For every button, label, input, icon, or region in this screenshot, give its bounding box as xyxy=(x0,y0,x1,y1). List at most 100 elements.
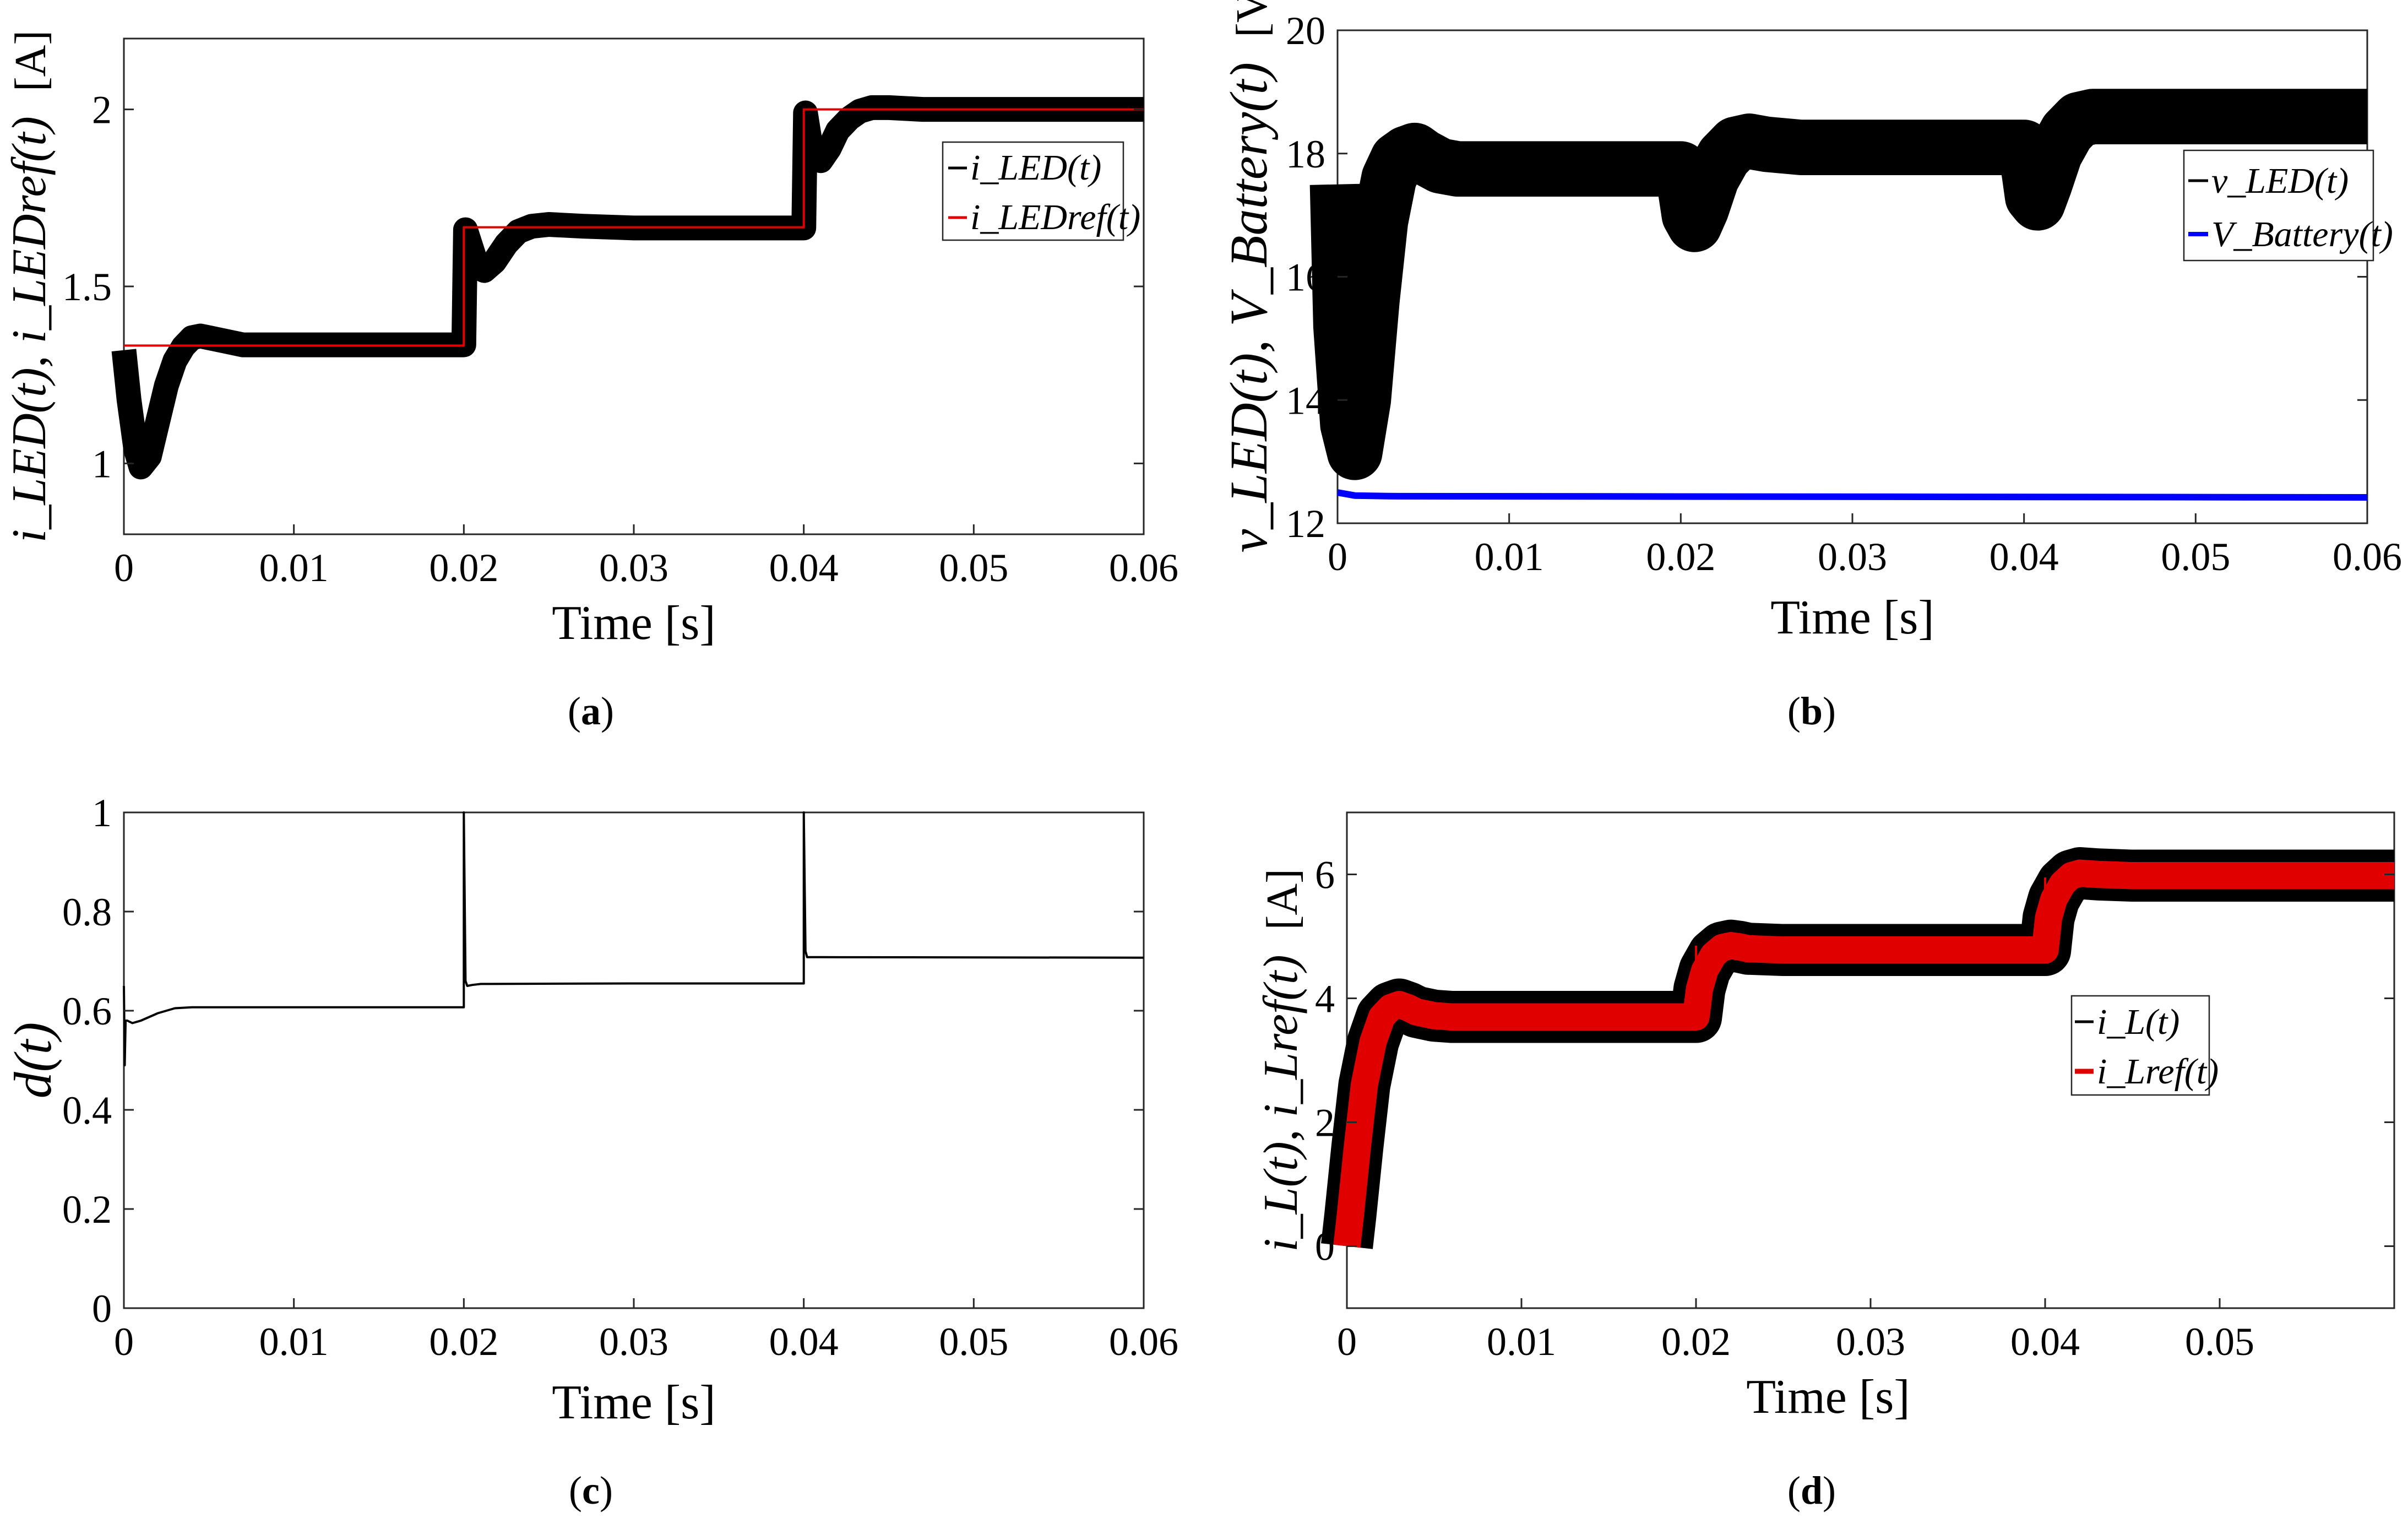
panel-b-legend-label-0: v_LED(t) xyxy=(2211,161,2349,201)
panel-a-y-tick-label-2: 2 xyxy=(92,88,112,132)
panel-d-x-axis-label: Time [s] xyxy=(1746,1370,1910,1424)
panel-b-x-tick-label-3: 0.03 xyxy=(1818,535,1887,579)
panel-c-x-ticks: 0 0.01 0.02 0.03 0.04 0.05 0.06 xyxy=(114,1298,1178,1364)
panel-c-series-0-line xyxy=(123,811,1144,1066)
panel-d-y-axis-label-text: i_L(t), i_Lref(t) xyxy=(1254,955,1308,1251)
panel-a-legend-label-0: i_LED(t) xyxy=(970,148,1101,188)
panel-d-plot-area xyxy=(1321,847,2394,1249)
panel-a-series-0-line xyxy=(111,95,1144,480)
panel-d-y-tick-label-1: 2 xyxy=(1315,1101,1335,1145)
panel-d-y-axis-unit: [A] xyxy=(1258,869,1307,930)
panel-a-legend: i_LED(t) i_LEDref(t) xyxy=(942,141,1140,241)
panel-d-y-tick-label-3: 6 xyxy=(1315,853,1335,897)
panel-c-y-tick-label-1: 0.2 xyxy=(62,1188,112,1232)
panel-a-legend-box xyxy=(942,141,1124,241)
panel-a-y-tick-label-1: 1.5 xyxy=(62,265,112,309)
panel-c-x-tick-label-5: 0.05 xyxy=(939,1320,1008,1364)
panel-c-y-axis-label-text: d(t) xyxy=(3,1022,62,1099)
panel-b-x-tick-label-6: 0.06 xyxy=(2333,535,2402,579)
panel-d-x-tick-label-4: 0.04 xyxy=(2010,1320,2080,1364)
panel-d-x-tick-label-2: 0.02 xyxy=(1661,1320,1731,1364)
panel-b-y-tick-label-0: 12 xyxy=(1286,502,1325,546)
panel-c-plot-area xyxy=(123,811,1144,1066)
panel-c-y-ticks: 0 0.2 0.4 0.6 0.8 1 xyxy=(62,791,1144,1331)
panel-b-y-axis-label-text: v_LED(t), V_Battery(t) xyxy=(1219,62,1278,552)
panel-b-legend-label-1: V_Battery(t) xyxy=(2211,214,2393,254)
panel-d-legend-box xyxy=(2070,995,2210,1096)
panel-d-legend-label-1: i_Lref(t) xyxy=(2097,1051,2219,1092)
panel-a-x-tick-label-2: 0.02 xyxy=(429,546,498,590)
panel-b-y-tick-label-3: 18 xyxy=(1286,132,1325,176)
panel-d-legend-label-0: i_L(t) xyxy=(2097,1002,2179,1042)
panel-c-y-tick-label-4: 0.8 xyxy=(62,890,112,934)
panel-c-x-tick-label-4: 0.04 xyxy=(769,1320,839,1364)
panel-b-caption: (b) xyxy=(1787,689,1836,733)
panel-b-legend: v_LED(t) V_Battery(t) xyxy=(2183,149,2393,262)
panel-b: 0 0.01 0.02 0.03 0.04 0.05 0.06 12 14 16 18 20 Tim… xyxy=(1219,0,2402,733)
panel-b-y-tick-label-4: 20 xyxy=(1286,9,1325,53)
panel-b-x-tick-label-0: 0 xyxy=(1328,535,1347,579)
panel-d-x-tick-label-1: 0.01 xyxy=(1487,1320,1556,1364)
panel-d-x-tick-label-5: 0.05 xyxy=(2185,1320,2254,1364)
panel-c-caption-label: c xyxy=(582,1468,600,1512)
panel-d-x-tick-label-3: 0.03 xyxy=(1836,1320,1905,1364)
panel-b-x-tick-label-1: 0.01 xyxy=(1475,535,1544,579)
panel-b-plot-area xyxy=(1309,89,2368,501)
panel-b-series-1-line xyxy=(1336,489,2368,501)
panel-a-x-tick-label-4: 0.04 xyxy=(769,546,839,590)
panel-a-x-tick-label-0: 0 xyxy=(114,546,134,590)
panel-d-x-tick-label-0: 0 xyxy=(1337,1320,1357,1364)
panel-c-y-tick-label-2: 0.4 xyxy=(62,1088,112,1132)
panel-b-x-ticks: 0 0.01 0.02 0.03 0.04 0.05 0.06 xyxy=(1328,513,2402,579)
panel-c: 0 0.01 0.02 0.03 0.04 0.05 0.06 0 0.2 0.4 0.6 0.8 1… xyxy=(3,791,1178,1512)
panel-c-y-axis-label: d(t) xyxy=(3,1022,62,1099)
panel-b-series-0-line xyxy=(1309,89,2367,480)
panel-c-x-axis-label: Time [s] xyxy=(552,1376,715,1429)
panel-d-y-tick-label-0: 0 xyxy=(1315,1225,1335,1269)
panel-d-x-ticks: 0 0.01 0.02 0.03 0.04 0.05 xyxy=(1337,1298,2254,1364)
panel-b-y-tick-label-2: 16 xyxy=(1286,256,1325,300)
panel-d-y-ticks: 0 2 4 6 xyxy=(1315,853,2394,1269)
panel-a-y-axis-label: i_LED(t), i_LEDref(t) [A] xyxy=(3,30,56,543)
panel-d-legend: i_L(t) i_Lref(t) xyxy=(2070,995,2219,1096)
panel-a-x-tick-label-6: 0.06 xyxy=(1109,546,1178,590)
panel-c-y-tick-label-5: 1 xyxy=(92,791,112,835)
panel-c-x-tick-label-1: 0.01 xyxy=(259,1320,329,1364)
panel-b-y-axis-label: v_LED(t), V_Battery(t) [V] xyxy=(1219,0,1278,552)
panel-d-caption: (d) xyxy=(1787,1468,1836,1512)
panel-a-series-1-line xyxy=(124,108,1144,347)
panel-b-y-ticks: 12 14 16 18 20 xyxy=(1286,9,2367,546)
panel-d-series-1-line xyxy=(1333,859,2394,1248)
panel-b-x-tick-label-5: 0.05 xyxy=(2161,535,2230,579)
panel-d-y-axis-label: i_L(t), i_Lref(t) [A] xyxy=(1254,869,1308,1252)
panel-b-caption-label: b xyxy=(1801,689,1823,733)
panel-c-x-tick-label-2: 0.02 xyxy=(429,1320,498,1364)
panel-d-y-tick-label-2: 4 xyxy=(1315,977,1335,1021)
panel-b-x-tick-label-4: 0.04 xyxy=(1990,535,2059,579)
panel-a-x-axis-label: Time [s] xyxy=(552,597,715,650)
panel-c-x-tick-label-0: 0 xyxy=(114,1320,134,1364)
panel-a-y-axis-label-text: i_LED(t), i_LEDref(t) xyxy=(3,116,56,543)
panel-a-x-tick-label-1: 0.01 xyxy=(259,546,329,590)
panel-c-x-tick-label-3: 0.03 xyxy=(599,1320,668,1364)
panel-b-x-axis-label: Time [s] xyxy=(1770,591,1934,644)
panel-b-legend-box xyxy=(2183,149,2374,262)
panel-a: 0 0.01 0.02 0.03 0.04 0.05 0.06 11.52 Time [s]… xyxy=(3,30,1178,733)
panel-a-x-tick-label-5: 0.05 xyxy=(939,546,1008,590)
panel-c-x-tick-label-6: 0.06 xyxy=(1109,1320,1178,1364)
panel-a-caption-label: a xyxy=(581,689,601,733)
panel-c-y-tick-label-0: 0 xyxy=(92,1287,112,1331)
panel-a-caption: (a) xyxy=(568,689,614,733)
panel-a-y-ticks: 11.52 xyxy=(62,88,1144,486)
panel-c-caption: (c) xyxy=(569,1468,613,1512)
panel-b-y-tick-label-1: 14 xyxy=(1286,378,1325,422)
panel-c-axes-box xyxy=(123,811,1145,1309)
panel-a-legend-label-1: i_LEDref(t) xyxy=(970,197,1140,237)
panel-a-x-tick-label-3: 0.03 xyxy=(599,546,668,590)
panel-b-x-tick-label-2: 0.02 xyxy=(1646,535,1715,579)
panel-a-y-tick-label-0: 1 xyxy=(92,442,112,486)
panel-c-y-tick-label-3: 0.6 xyxy=(62,989,112,1033)
panel-a-x-ticks: 0 0.01 0.02 0.03 0.04 0.05 0.06 xyxy=(114,524,1178,590)
panel-a-y-axis-unit: [A] xyxy=(7,30,55,91)
